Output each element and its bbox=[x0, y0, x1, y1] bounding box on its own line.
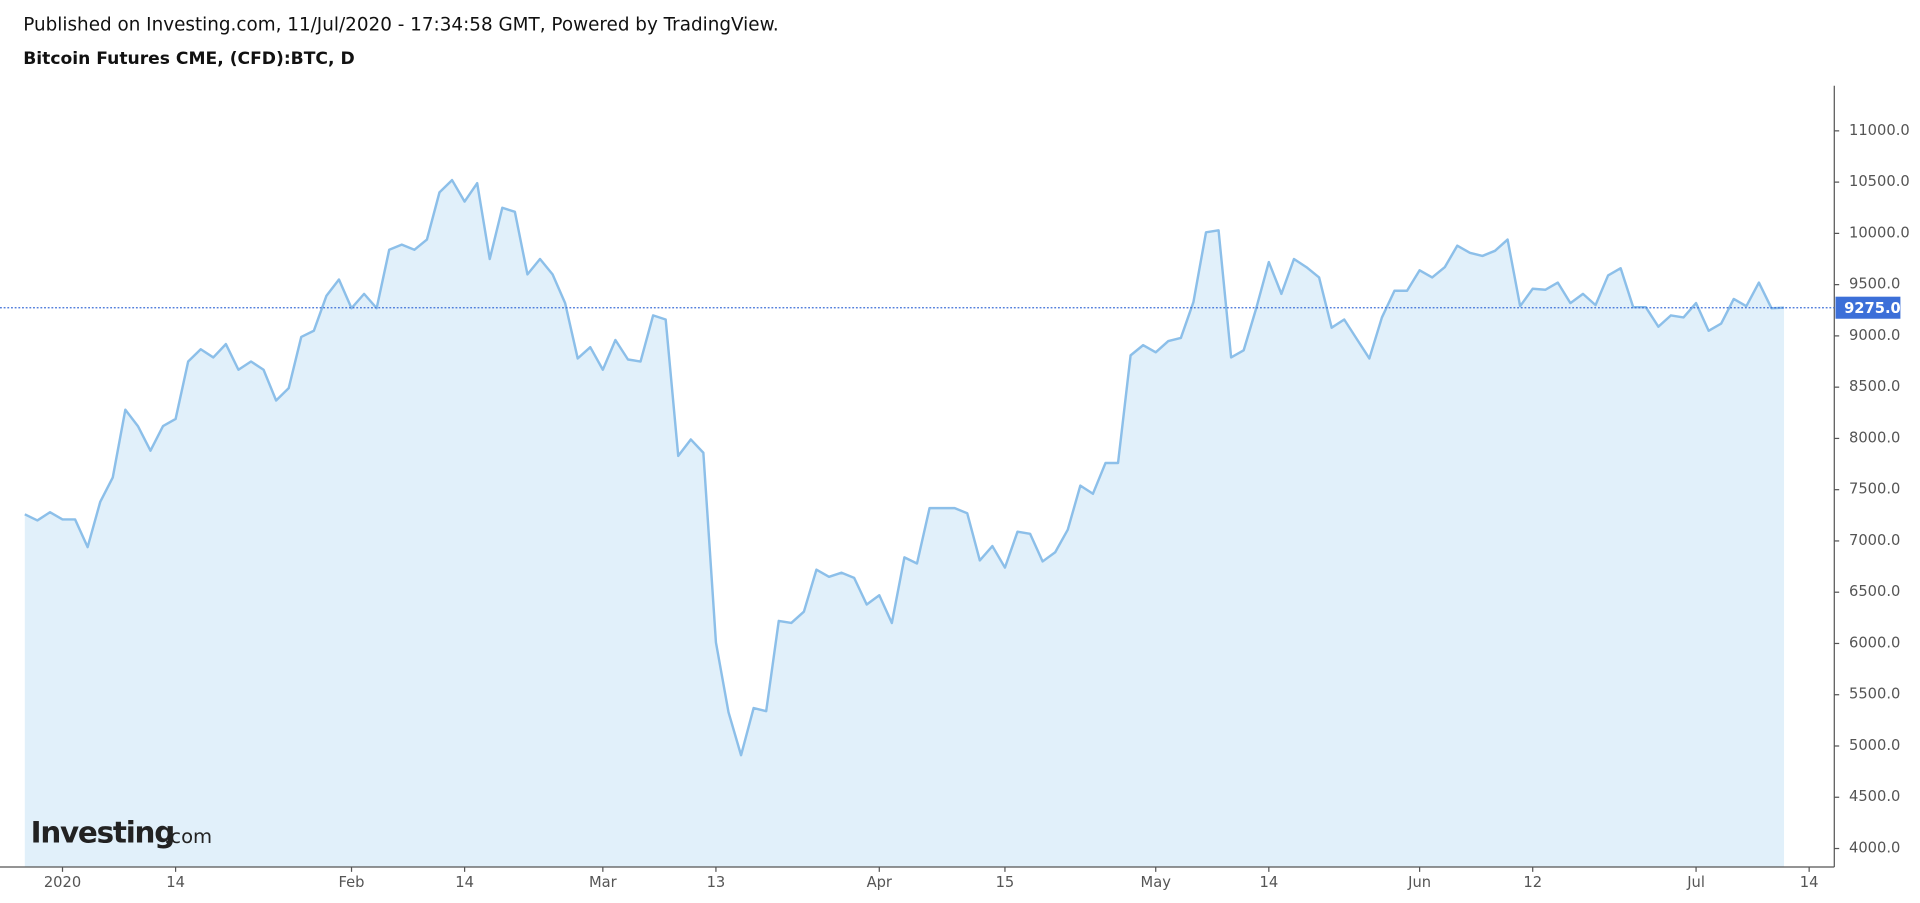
logo-name: Investing bbox=[31, 815, 174, 849]
x-tick-label: Apr bbox=[867, 874, 893, 891]
y-tick-label: 9000.0 bbox=[1849, 327, 1900, 344]
price-line bbox=[24, 178, 1785, 757]
area-fill bbox=[24, 180, 1785, 867]
y-tick-label: 8500.0 bbox=[1849, 378, 1900, 395]
y-tick-label: 4500.0 bbox=[1849, 788, 1900, 805]
last-value-label: 9275.0 bbox=[1844, 300, 1901, 317]
x-tick-label: 15 bbox=[996, 874, 1015, 891]
y-tick-label: 4000.0 bbox=[1849, 840, 1900, 857]
y-tick-label: 6000.0 bbox=[1849, 634, 1900, 651]
published-note: Published on Investing.com, 11/Jul/2020 … bbox=[23, 15, 778, 36]
y-tick-label: 6500.0 bbox=[1849, 583, 1900, 600]
x-tick-label: 12 bbox=[1523, 874, 1542, 891]
y-tick-label: 11000.0 bbox=[1849, 122, 1910, 139]
x-tick-label: 14 bbox=[1800, 874, 1819, 891]
y-tick-label: 10500.0 bbox=[1849, 173, 1910, 190]
y-tick-label: 10000.0 bbox=[1849, 224, 1910, 241]
y-tick-label: 7000.0 bbox=[1849, 532, 1900, 549]
x-tick-label: Jul bbox=[1686, 874, 1705, 891]
x-tick-label: 14 bbox=[455, 874, 474, 891]
x-tick-label: 2020 bbox=[44, 874, 81, 891]
y-tick-label: 5500.0 bbox=[1849, 686, 1900, 703]
logo-suffix: .com bbox=[164, 825, 212, 848]
y-tick-label: 7500.0 bbox=[1849, 481, 1900, 498]
y-tick-label: 8000.0 bbox=[1849, 429, 1900, 446]
x-tick-label: May bbox=[1141, 874, 1172, 891]
x-tick-label: Mar bbox=[589, 874, 618, 891]
last-value-box bbox=[1835, 296, 1901, 319]
x-tick-label: 13 bbox=[707, 874, 726, 891]
x-tick-label: 14 bbox=[1259, 874, 1278, 891]
logo: Investing .com bbox=[31, 815, 213, 849]
plot bbox=[24, 178, 1785, 867]
x-tick-label: Feb bbox=[339, 874, 365, 891]
x-tick-label: 14 bbox=[166, 874, 185, 891]
y-tick-label: 9500.0 bbox=[1849, 276, 1900, 293]
x-tick-label: Jun bbox=[1407, 874, 1431, 891]
chart-title: Bitcoin Futures CME, (CFD):BTC, D bbox=[23, 49, 354, 69]
y-tick-label: 5000.0 bbox=[1849, 737, 1900, 754]
